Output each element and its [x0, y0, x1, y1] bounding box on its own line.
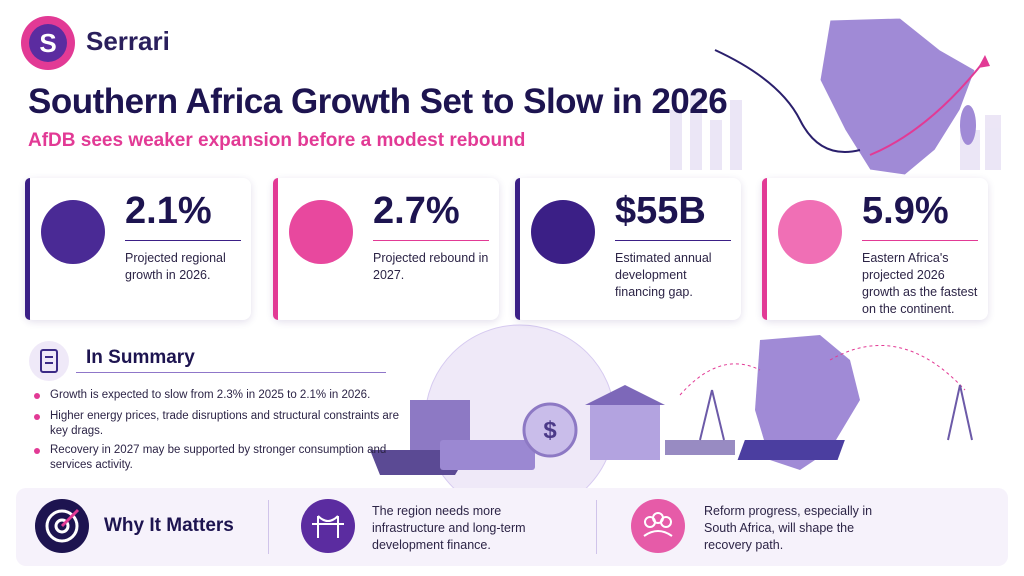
- summary-item: Recovery in 2027 may be supported by str…: [50, 444, 387, 471]
- bullet: [34, 414, 40, 420]
- stat-label: Projected rebound in 2027.: [373, 251, 489, 282]
- divider: [76, 372, 386, 373]
- why-title: Why It Matters: [104, 515, 234, 536]
- pylons: [699, 384, 973, 441]
- route: [679, 363, 761, 396]
- truck: [440, 440, 535, 470]
- summary-icon: [29, 341, 69, 381]
- logo: S: [21, 16, 75, 70]
- card-icon: [531, 200, 595, 264]
- card-icon: [778, 200, 842, 264]
- card-icon: [41, 200, 105, 264]
- summary-title: In Summary: [86, 347, 195, 368]
- stat-value: 5.9%: [862, 190, 949, 232]
- why-item: The region needs more infrastructure and…: [372, 504, 526, 552]
- why-item: Reform progress, especially in South Afr…: [704, 504, 873, 552]
- people-icon: [631, 499, 685, 553]
- trend-down-arrow: [714, 49, 861, 153]
- svg-text:S: S: [39, 28, 56, 58]
- stat-value: 2.1%: [125, 190, 212, 232]
- card-accent: [25, 178, 30, 320]
- stat-label: Estimated annual development financing g…: [615, 251, 712, 299]
- card-accent: [273, 178, 278, 320]
- coin: [522, 402, 578, 458]
- card-icon: [289, 200, 353, 264]
- target-icon: [35, 499, 89, 553]
- stat-card: 2.7% Projected rebound in 2027.: [273, 178, 499, 320]
- page-title: Southern Africa Growth Set to Slow in 20…: [28, 82, 728, 121]
- solar-array: [737, 440, 845, 460]
- why-panel: [16, 488, 1008, 566]
- card-accent: [515, 178, 520, 320]
- skyline: [670, 90, 1001, 170]
- stat-card: 5.9% Eastern Africa's projected 2026 grow…: [762, 178, 988, 320]
- divider: [862, 240, 978, 241]
- bullet: [34, 393, 40, 399]
- brand-name: Serrari: [86, 26, 170, 56]
- arrow-head: [978, 55, 990, 68]
- stat-card: $55B Estimated annual development financi…: [515, 178, 741, 320]
- stat-label: Eastern Africa's projected 2026 growth a…: [862, 251, 978, 316]
- madagascar: [960, 105, 976, 145]
- divider: [615, 240, 731, 241]
- summary-item: Higher energy prices, trade disruptions …: [50, 410, 400, 437]
- stat-label: Projected regional growth in 2026.: [125, 251, 226, 282]
- divider: [268, 500, 269, 554]
- summary-item: Growth is expected to slow from 2.3% in …: [50, 389, 371, 401]
- page-subtitle: AfDB sees weaker expansion before a mode…: [28, 130, 526, 151]
- africa-map: [819, 17, 976, 176]
- solar-panel: [665, 440, 735, 455]
- stat-value: $55B: [615, 190, 706, 232]
- bridge-icon: [301, 499, 355, 553]
- bank: [590, 405, 660, 460]
- divider: [125, 240, 241, 241]
- divider: [596, 500, 597, 554]
- stat-value: 2.7%: [373, 190, 460, 232]
- bank-roof: [585, 385, 665, 405]
- divider: [373, 240, 489, 241]
- stat-card: 2.1% Projected regional growth in 2026.: [25, 178, 251, 320]
- dollar-sign: $: [543, 417, 557, 444]
- card-accent: [762, 178, 767, 320]
- bullet: [34, 448, 40, 454]
- region-map: [755, 335, 860, 470]
- trend-up-arrow: [869, 59, 986, 156]
